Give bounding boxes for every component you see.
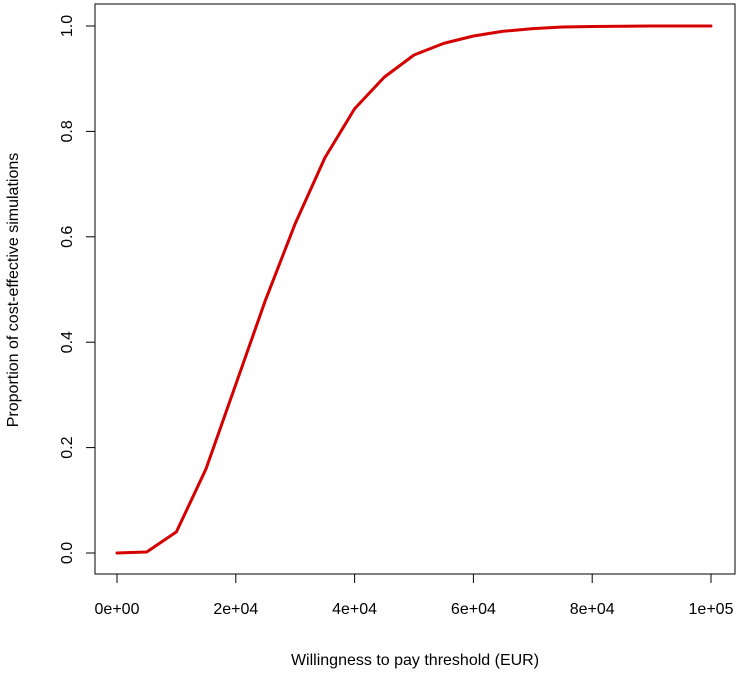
y-tick-label: 1.0 bbox=[59, 15, 76, 37]
plot-frame bbox=[94, 3, 736, 575]
x-tick-label: 2e+04 bbox=[213, 601, 258, 618]
y-tick-label: 0.6 bbox=[59, 226, 76, 248]
x-tick-label: 6e+04 bbox=[451, 601, 496, 618]
y-tick-label: 0.2 bbox=[59, 436, 76, 458]
y-axis-title: Proportion of cost-effective simulations bbox=[5, 153, 22, 428]
y-tick-label: 0.4 bbox=[59, 331, 76, 353]
y-tick-label: 0.8 bbox=[59, 120, 76, 142]
series-layer bbox=[115, 24, 713, 555]
x-tick-label: 0e+00 bbox=[95, 601, 140, 618]
x-axis-title: Willingness to pay threshold (EUR) bbox=[291, 652, 539, 669]
x-tick-label: 8e+04 bbox=[570, 601, 615, 618]
x-axis: 0e+00 2e+04 4e+04 6e+04 8e+04 1e+05 bbox=[95, 573, 734, 618]
y-tick-label: 0.0 bbox=[59, 542, 76, 564]
x-tick-label: 1e+05 bbox=[689, 601, 734, 618]
x-tick-label: 4e+04 bbox=[332, 601, 377, 618]
series-line bbox=[115, 24, 713, 555]
y-axis: 0.0 0.2 0.4 0.6 0.8 1.0 bbox=[59, 15, 96, 564]
